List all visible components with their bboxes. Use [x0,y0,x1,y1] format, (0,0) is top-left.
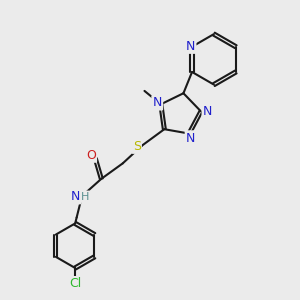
Text: N: N [71,190,80,203]
Text: N: N [186,131,195,145]
Text: N: N [186,40,195,52]
Text: S: S [133,140,141,153]
Text: N: N [153,96,162,109]
Text: N: N [203,105,212,118]
Text: Cl: Cl [69,277,81,290]
Text: H: H [81,192,89,202]
Text: O: O [86,148,96,162]
